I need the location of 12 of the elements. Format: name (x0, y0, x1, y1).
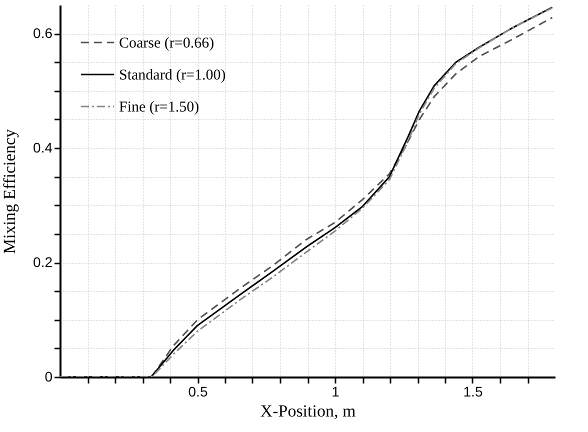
legend-label: Fine (r=1.50) (119, 100, 200, 116)
x-tick-label: 1 (332, 384, 340, 400)
x-tick-label: 1.5 (463, 384, 483, 400)
x-axis-title: X-Position, m (260, 402, 356, 420)
y-axis-title: Mixing Efficiency (0, 128, 20, 254)
y-tick-label: 0.6 (33, 25, 53, 42)
y-tick-label: 0.2 (33, 254, 53, 270)
x-tick-label: 0.5 (188, 384, 208, 400)
legend-label: Standard (r=1.00) (119, 68, 226, 84)
legend-label: Coarse (r=0.66) (119, 36, 214, 52)
y-tick-label: 0.4 (33, 140, 53, 156)
y-tick-label: 0 (44, 368, 53, 384)
